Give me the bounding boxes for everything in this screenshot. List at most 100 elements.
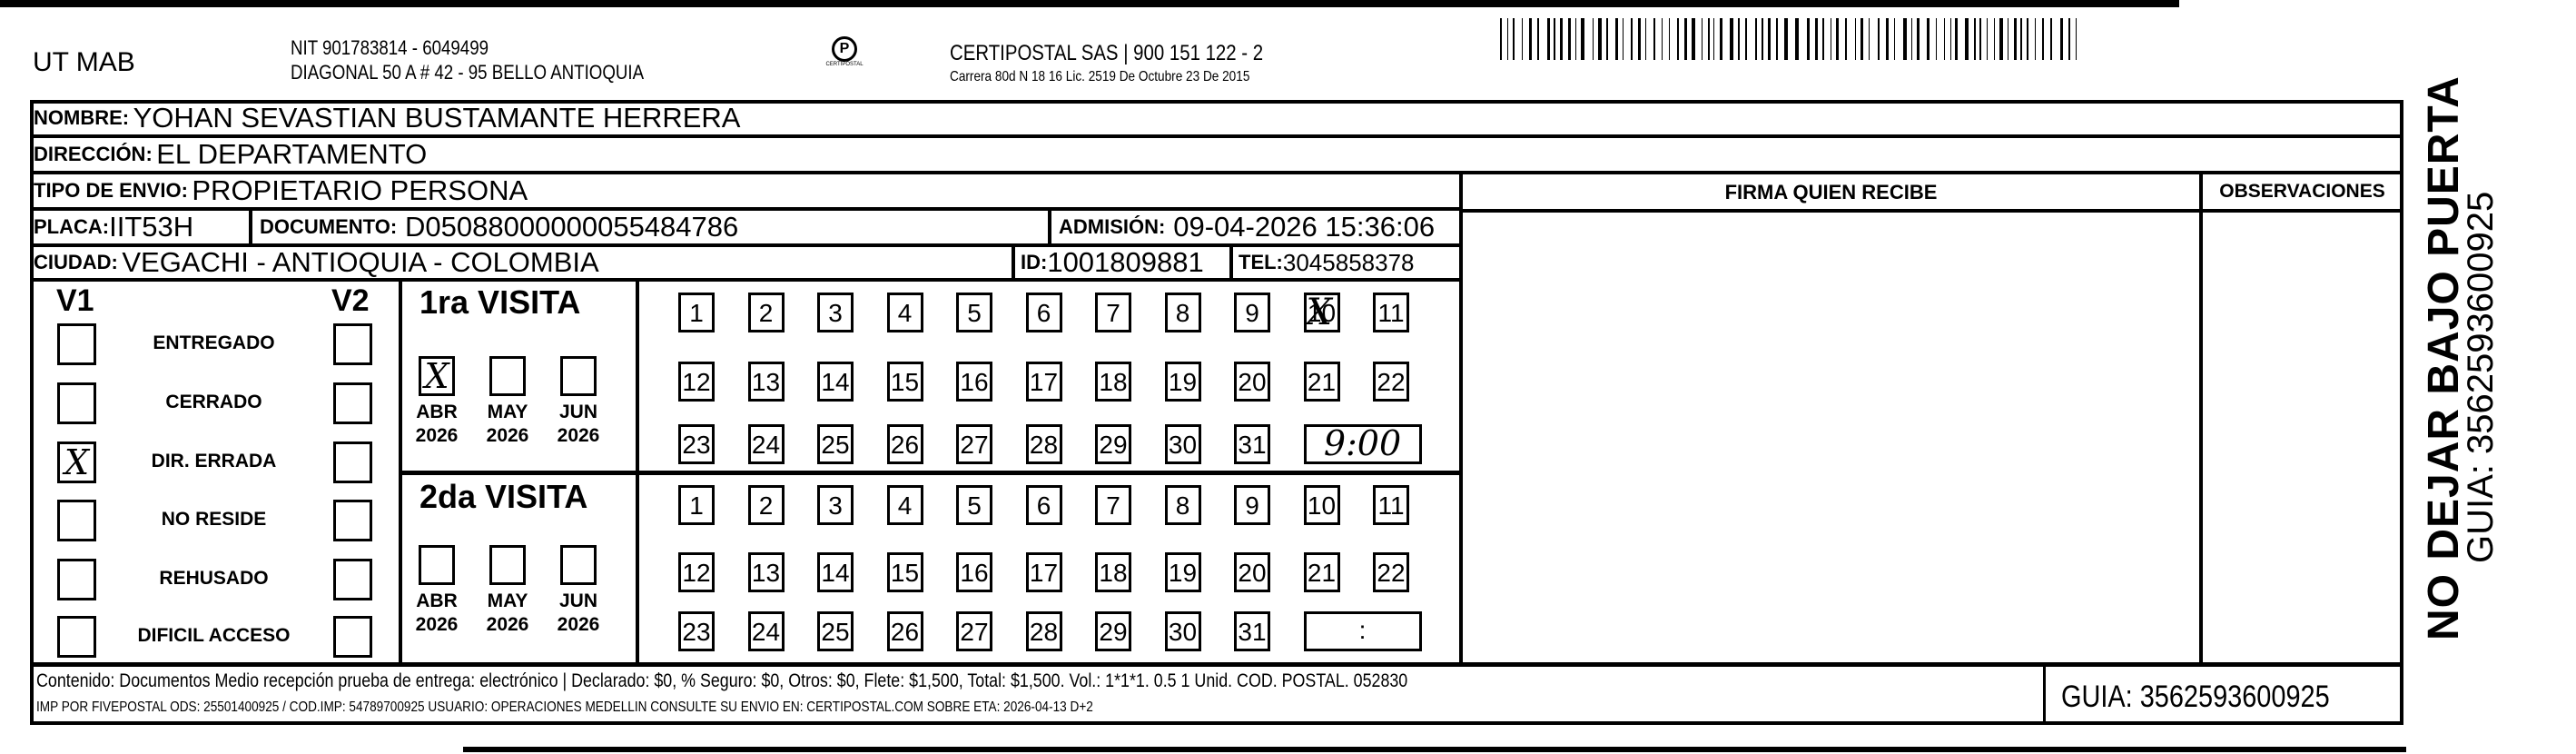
day-box[interactable]: 13 xyxy=(747,362,785,402)
day-box[interactable]: 11 xyxy=(1373,485,1409,525)
day-box[interactable]: 3 xyxy=(817,293,854,332)
sender-address: DIAGONAL 50 A # 42 - 95 BELLO ANTIOQUIA xyxy=(291,61,645,84)
day-box[interactable]: 7 xyxy=(1095,293,1131,332)
month-checkbox[interactable] xyxy=(489,356,526,396)
time-field[interactable]: : xyxy=(1303,611,1422,651)
v2-checkbox[interactable] xyxy=(333,500,372,541)
month-label: JUN xyxy=(558,590,597,611)
day-box[interactable]: 31 xyxy=(1234,611,1270,651)
day-box[interactable]: 28 xyxy=(1025,424,1062,464)
day-box[interactable]: 20 xyxy=(1234,552,1270,592)
day-box[interactable]: 16 xyxy=(956,552,992,592)
recipient-frame xyxy=(30,100,2403,725)
day-box[interactable]: 10 xyxy=(1303,485,1340,525)
v2-checkbox[interactable] xyxy=(333,441,372,483)
day-box[interactable]: 5 xyxy=(956,293,992,332)
day-box[interactable]: 22 xyxy=(1373,362,1409,402)
day-box[interactable]: 16 xyxy=(956,362,992,402)
day-box[interactable]: 13 xyxy=(747,552,785,592)
v2-checkbox[interactable] xyxy=(333,616,372,658)
signature-field[interactable] xyxy=(1463,213,2199,664)
day-box[interactable]: 2 xyxy=(747,293,785,332)
day-box[interactable]: 6 xyxy=(1025,485,1062,525)
day-box[interactable]: 21 xyxy=(1303,552,1340,592)
day-box[interactable]: 21 xyxy=(1303,362,1340,402)
day-box[interactable]: 8 xyxy=(1164,293,1201,332)
day-box[interactable]: 22 xyxy=(1373,552,1409,592)
month-checkbox[interactable] xyxy=(560,545,597,585)
day-box[interactable]: 29 xyxy=(1095,611,1131,651)
day-box[interactable]: 15 xyxy=(886,552,923,592)
day-box[interactable]: 19 xyxy=(1164,552,1201,592)
month-year: 2026 xyxy=(486,614,529,635)
day-box[interactable]: 17 xyxy=(1025,362,1062,402)
day-box[interactable]: 25 xyxy=(817,611,854,651)
day-box[interactable]: 9 xyxy=(1234,293,1270,332)
day-box[interactable]: 20 xyxy=(1234,362,1270,402)
tipo-value: PROPIETARIO PERSONA xyxy=(192,174,528,206)
v2-checkbox[interactable] xyxy=(333,323,372,365)
day-mark: X xyxy=(1306,292,1332,333)
day-box[interactable]: 31 xyxy=(1234,424,1270,464)
day-box[interactable]: 23 xyxy=(678,424,715,464)
day-box[interactable]: 26 xyxy=(886,424,923,464)
day-box[interactable]: 30 xyxy=(1164,424,1201,464)
day-box[interactable]: 18 xyxy=(1095,552,1131,592)
month-checkbox[interactable]: X xyxy=(419,356,455,396)
day-box[interactable]: 14 xyxy=(817,552,854,592)
day-box[interactable]: 25 xyxy=(817,424,854,464)
day-box[interactable]: 12 xyxy=(678,362,715,402)
day-box[interactable]: 18 xyxy=(1095,362,1131,402)
v2-checkbox[interactable] xyxy=(333,559,372,600)
month-label: MAY xyxy=(487,590,528,611)
time-field[interactable]: 9:00 xyxy=(1303,423,1422,464)
day-box[interactable]: 24 xyxy=(747,611,785,651)
footer-top-line xyxy=(30,662,2403,667)
day-box[interactable]: 7 xyxy=(1095,485,1131,525)
nombre-value: YOHAN SEVASTIAN BUSTAMANTE HERRERA xyxy=(133,102,741,134)
v1-checkbox[interactable] xyxy=(57,382,96,424)
day-box[interactable]: 19 xyxy=(1164,362,1201,402)
month-label: JUN xyxy=(558,402,597,422)
day-box[interactable]: 27 xyxy=(956,424,992,464)
v1-checkbox[interactable] xyxy=(57,500,96,541)
day-box[interactable]: 5 xyxy=(956,485,992,525)
day-box[interactable]: 10 X xyxy=(1303,292,1340,333)
day-box[interactable]: 24 xyxy=(747,424,785,464)
day-box[interactable]: 1 xyxy=(678,293,715,332)
day-box[interactable]: 1 xyxy=(678,485,715,525)
day-box[interactable]: 14 xyxy=(817,362,854,402)
day-box[interactable]: 23 xyxy=(678,611,715,651)
day-box[interactable]: 27 xyxy=(956,611,992,651)
day-box[interactable]: 12 xyxy=(678,552,715,592)
day-box[interactable]: 4 xyxy=(886,485,923,525)
day-box[interactable]: 8 xyxy=(1164,485,1201,525)
day-box[interactable]: 30 xyxy=(1164,611,1201,651)
v2-checkbox[interactable] xyxy=(333,382,372,424)
v1-checkbox[interactable] xyxy=(57,323,96,365)
day-box[interactable]: 28 xyxy=(1025,611,1062,651)
day-box[interactable]: 15 xyxy=(886,362,923,402)
barcode-icon xyxy=(1500,18,2222,60)
day-box[interactable]: 4 xyxy=(886,293,923,332)
day-box[interactable]: 29 xyxy=(1095,424,1131,464)
v1-checkbox[interactable] xyxy=(57,616,96,658)
observaciones-field[interactable] xyxy=(2203,213,2402,664)
day-box[interactable]: 3 xyxy=(817,485,854,525)
month-checkbox[interactable] xyxy=(419,545,455,585)
row-placa: PLACA: IIT53H DOCUMENTO: D050880000000554… xyxy=(30,211,1460,247)
month-label: ABR xyxy=(416,402,458,422)
day-box[interactable]: 11 xyxy=(1373,293,1409,332)
day-box[interactable]: 2 xyxy=(747,485,785,525)
month-checkbox[interactable] xyxy=(489,545,526,585)
month-checkbox[interactable] xyxy=(560,356,597,396)
v1-checkbox[interactable]: X xyxy=(57,441,96,483)
day-box[interactable]: 6 xyxy=(1025,293,1062,332)
status-label: ENTREGADO xyxy=(153,332,275,353)
footer-contents: Contenido: Documentos Medio recepción pr… xyxy=(36,670,1408,691)
direccion-value: EL DEPARTAMENTO xyxy=(156,138,428,170)
v1-checkbox[interactable] xyxy=(57,559,96,600)
day-box[interactable]: 26 xyxy=(886,611,923,651)
day-box[interactable]: 9 xyxy=(1234,485,1270,525)
day-box[interactable]: 17 xyxy=(1025,552,1062,592)
